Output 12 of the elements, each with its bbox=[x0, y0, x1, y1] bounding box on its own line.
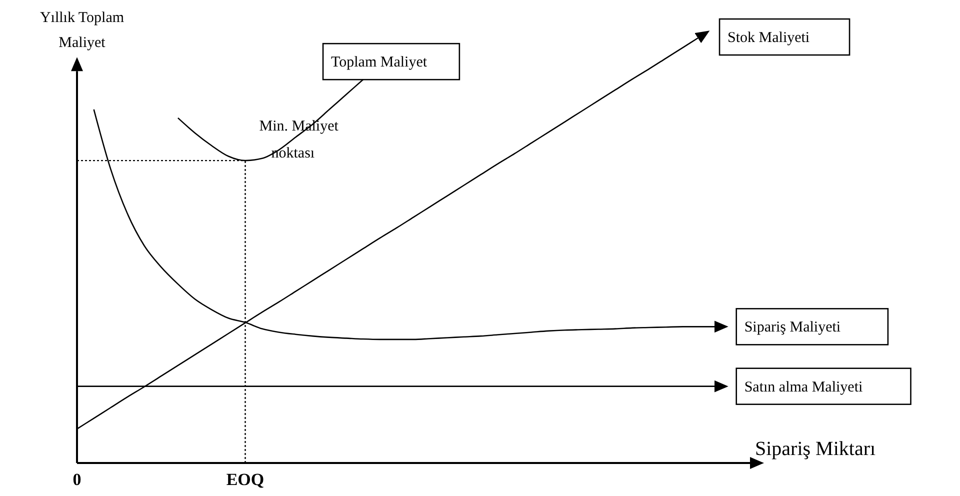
label-box: Satın alma Maliyeti bbox=[736, 368, 912, 405]
series-label: Satın alma Maliyeti bbox=[744, 379, 863, 396]
label-box: Toplam Maliyet bbox=[322, 42, 460, 80]
x-axis-title: Sipariş Miktarı bbox=[755, 438, 876, 460]
y-axis-title: Yıllık Toplam Maliyet bbox=[40, 10, 124, 51]
series-label: Toplam Maliyet bbox=[331, 54, 428, 71]
label-box: Sipariş Maliyeti bbox=[736, 308, 889, 346]
x-tick-label: 0 bbox=[72, 470, 82, 489]
series-label: Sipariş Maliyeti bbox=[744, 320, 841, 336]
label-box: Stok Maliyeti bbox=[718, 18, 850, 56]
series-label: Stok Maliyeti bbox=[728, 30, 810, 46]
x-tick-label: EOQ bbox=[226, 470, 264, 489]
